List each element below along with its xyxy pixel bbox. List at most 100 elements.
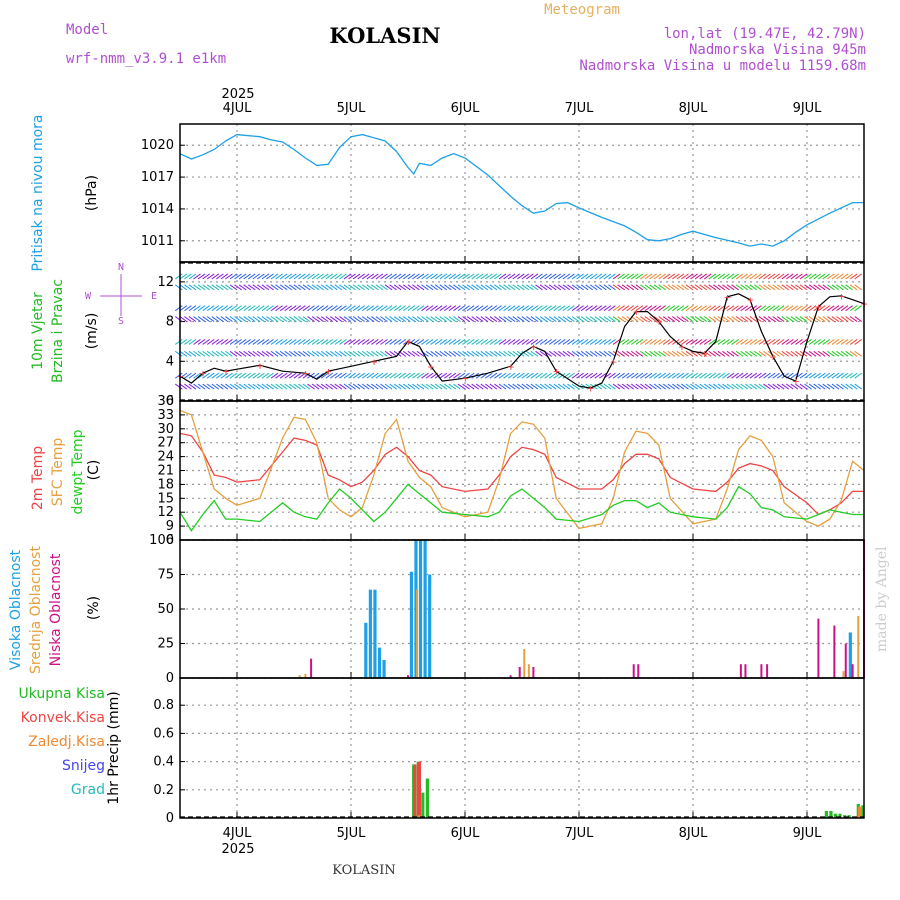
- wind-barb: [234, 316, 242, 322]
- wind-barb: [402, 316, 411, 322]
- wind-barb: [612, 372, 621, 379]
- wind-barb: [375, 284, 384, 291]
- wind-barb: [740, 383, 749, 390]
- y-tick-label: 50: [157, 602, 174, 617]
- wind-barb: [845, 316, 853, 322]
- wind-barb: [448, 284, 457, 291]
- wind-barb: [188, 316, 197, 322]
- wind-barb: [316, 372, 324, 379]
- wind-barb: [845, 383, 853, 390]
- wind-barb: [389, 273, 397, 280]
- wind-barb: [763, 316, 771, 322]
- wind-gust-marker: +: [371, 355, 378, 368]
- wind-barb: [589, 372, 598, 379]
- wind-barb: [257, 372, 265, 379]
- wind-barb: [635, 305, 644, 312]
- wind-barb: [494, 339, 502, 345]
- wind-barb: [772, 350, 780, 357]
- wind-barb: [717, 383, 726, 390]
- wind-barb: [754, 339, 762, 345]
- wind-barb: [225, 273, 233, 280]
- wind-gust-marker: +: [679, 340, 686, 353]
- wind-barb: [516, 305, 525, 312]
- wind-barb: [375, 316, 384, 322]
- wind-barb: [571, 273, 580, 280]
- wind-barb: [744, 316, 753, 322]
- wind-barb: [252, 273, 261, 280]
- wind-barb: [535, 284, 543, 291]
- wind-barb: [348, 350, 356, 357]
- wind-barb: [507, 372, 516, 379]
- wind-barb: [539, 316, 548, 322]
- wind-barb: [658, 316, 666, 322]
- x-tick-label-top: 8JUL: [679, 101, 709, 116]
- wind-barb: [252, 350, 261, 357]
- wind-barb: [453, 339, 461, 345]
- wind-barb: [681, 305, 689, 312]
- wind-barb: [717, 372, 726, 379]
- wind-barb: [731, 273, 739, 280]
- wind-barb: [703, 372, 712, 379]
- wind-barb: [247, 305, 256, 312]
- wind-barb: [553, 339, 562, 345]
- wind-barb: [216, 372, 224, 379]
- precip-bar: [417, 815, 421, 818]
- wind-barb: [439, 305, 448, 312]
- wind-barb: [462, 316, 470, 322]
- wind-barb: [781, 350, 790, 357]
- wind-barb: [398, 273, 407, 280]
- wind-barb: [184, 372, 192, 379]
- plot-layer: 1011101410171020048126912151821242730333…: [8, 87, 868, 857]
- wind-barb: [854, 350, 863, 357]
- wind-barb: [758, 383, 767, 390]
- cloud-bar: [817, 618, 820, 678]
- wind-barb: [229, 305, 238, 312]
- wind-barb: [206, 316, 215, 322]
- wind-barb: [594, 284, 603, 291]
- wind-barb: [439, 273, 448, 280]
- wind-barb: [813, 339, 821, 345]
- wind-barb: [261, 339, 270, 345]
- wind-barb: [681, 316, 689, 322]
- wind-barb: [425, 305, 434, 312]
- wind-barb: [781, 372, 790, 379]
- wind-barb: [836, 284, 844, 291]
- wind-barb: [681, 284, 689, 291]
- wind-barb: [831, 372, 840, 379]
- wind-barb: [275, 305, 283, 312]
- wind-barb: [174, 350, 183, 357]
- wind-barb: [804, 284, 812, 291]
- wind-barb: [307, 383, 315, 390]
- wind-barb: [840, 350, 849, 357]
- wind-barb: [608, 339, 616, 345]
- wind-barb: [489, 316, 498, 322]
- wind-barb: [352, 383, 361, 390]
- wind-barb: [485, 372, 493, 379]
- wind-barb: [216, 339, 224, 345]
- wind-barb: [562, 350, 571, 357]
- wind-barb: [412, 383, 420, 390]
- wind-barb: [366, 305, 375, 312]
- wind-barb: [713, 350, 721, 357]
- wind-barb: [398, 339, 407, 345]
- wind-barb: [288, 383, 297, 390]
- wind-barb: [790, 383, 799, 390]
- wind-barb: [311, 316, 320, 322]
- wind-barb: [270, 284, 279, 291]
- wind-barb: [407, 383, 416, 390]
- wind-barb: [804, 273, 812, 280]
- wind-barb: [854, 316, 863, 322]
- wind-barb: [845, 350, 853, 357]
- wind-barb: [489, 273, 498, 280]
- wind-barb: [448, 305, 457, 312]
- cloud-bar: [766, 664, 769, 678]
- wind-barb: [790, 372, 799, 379]
- wind-gust-marker: +: [633, 306, 640, 319]
- wind-barb: [703, 305, 712, 312]
- wind-barb: [475, 316, 484, 322]
- wind-barb: [389, 372, 397, 379]
- wind-barb: [744, 350, 753, 357]
- x-tick-label-top: 5JUL: [337, 101, 367, 116]
- wind-barb: [380, 383, 388, 390]
- wind-barb: [480, 339, 489, 345]
